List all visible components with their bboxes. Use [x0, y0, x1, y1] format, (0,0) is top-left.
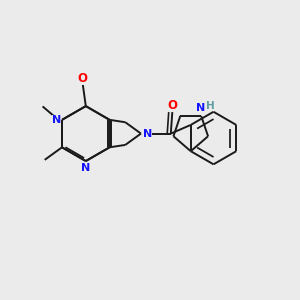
Text: N: N	[196, 103, 205, 113]
Text: O: O	[167, 99, 177, 112]
Text: O: O	[78, 71, 88, 85]
Text: H: H	[206, 101, 215, 111]
Text: N: N	[143, 129, 152, 139]
Text: N: N	[52, 115, 61, 125]
Text: N: N	[81, 163, 90, 173]
